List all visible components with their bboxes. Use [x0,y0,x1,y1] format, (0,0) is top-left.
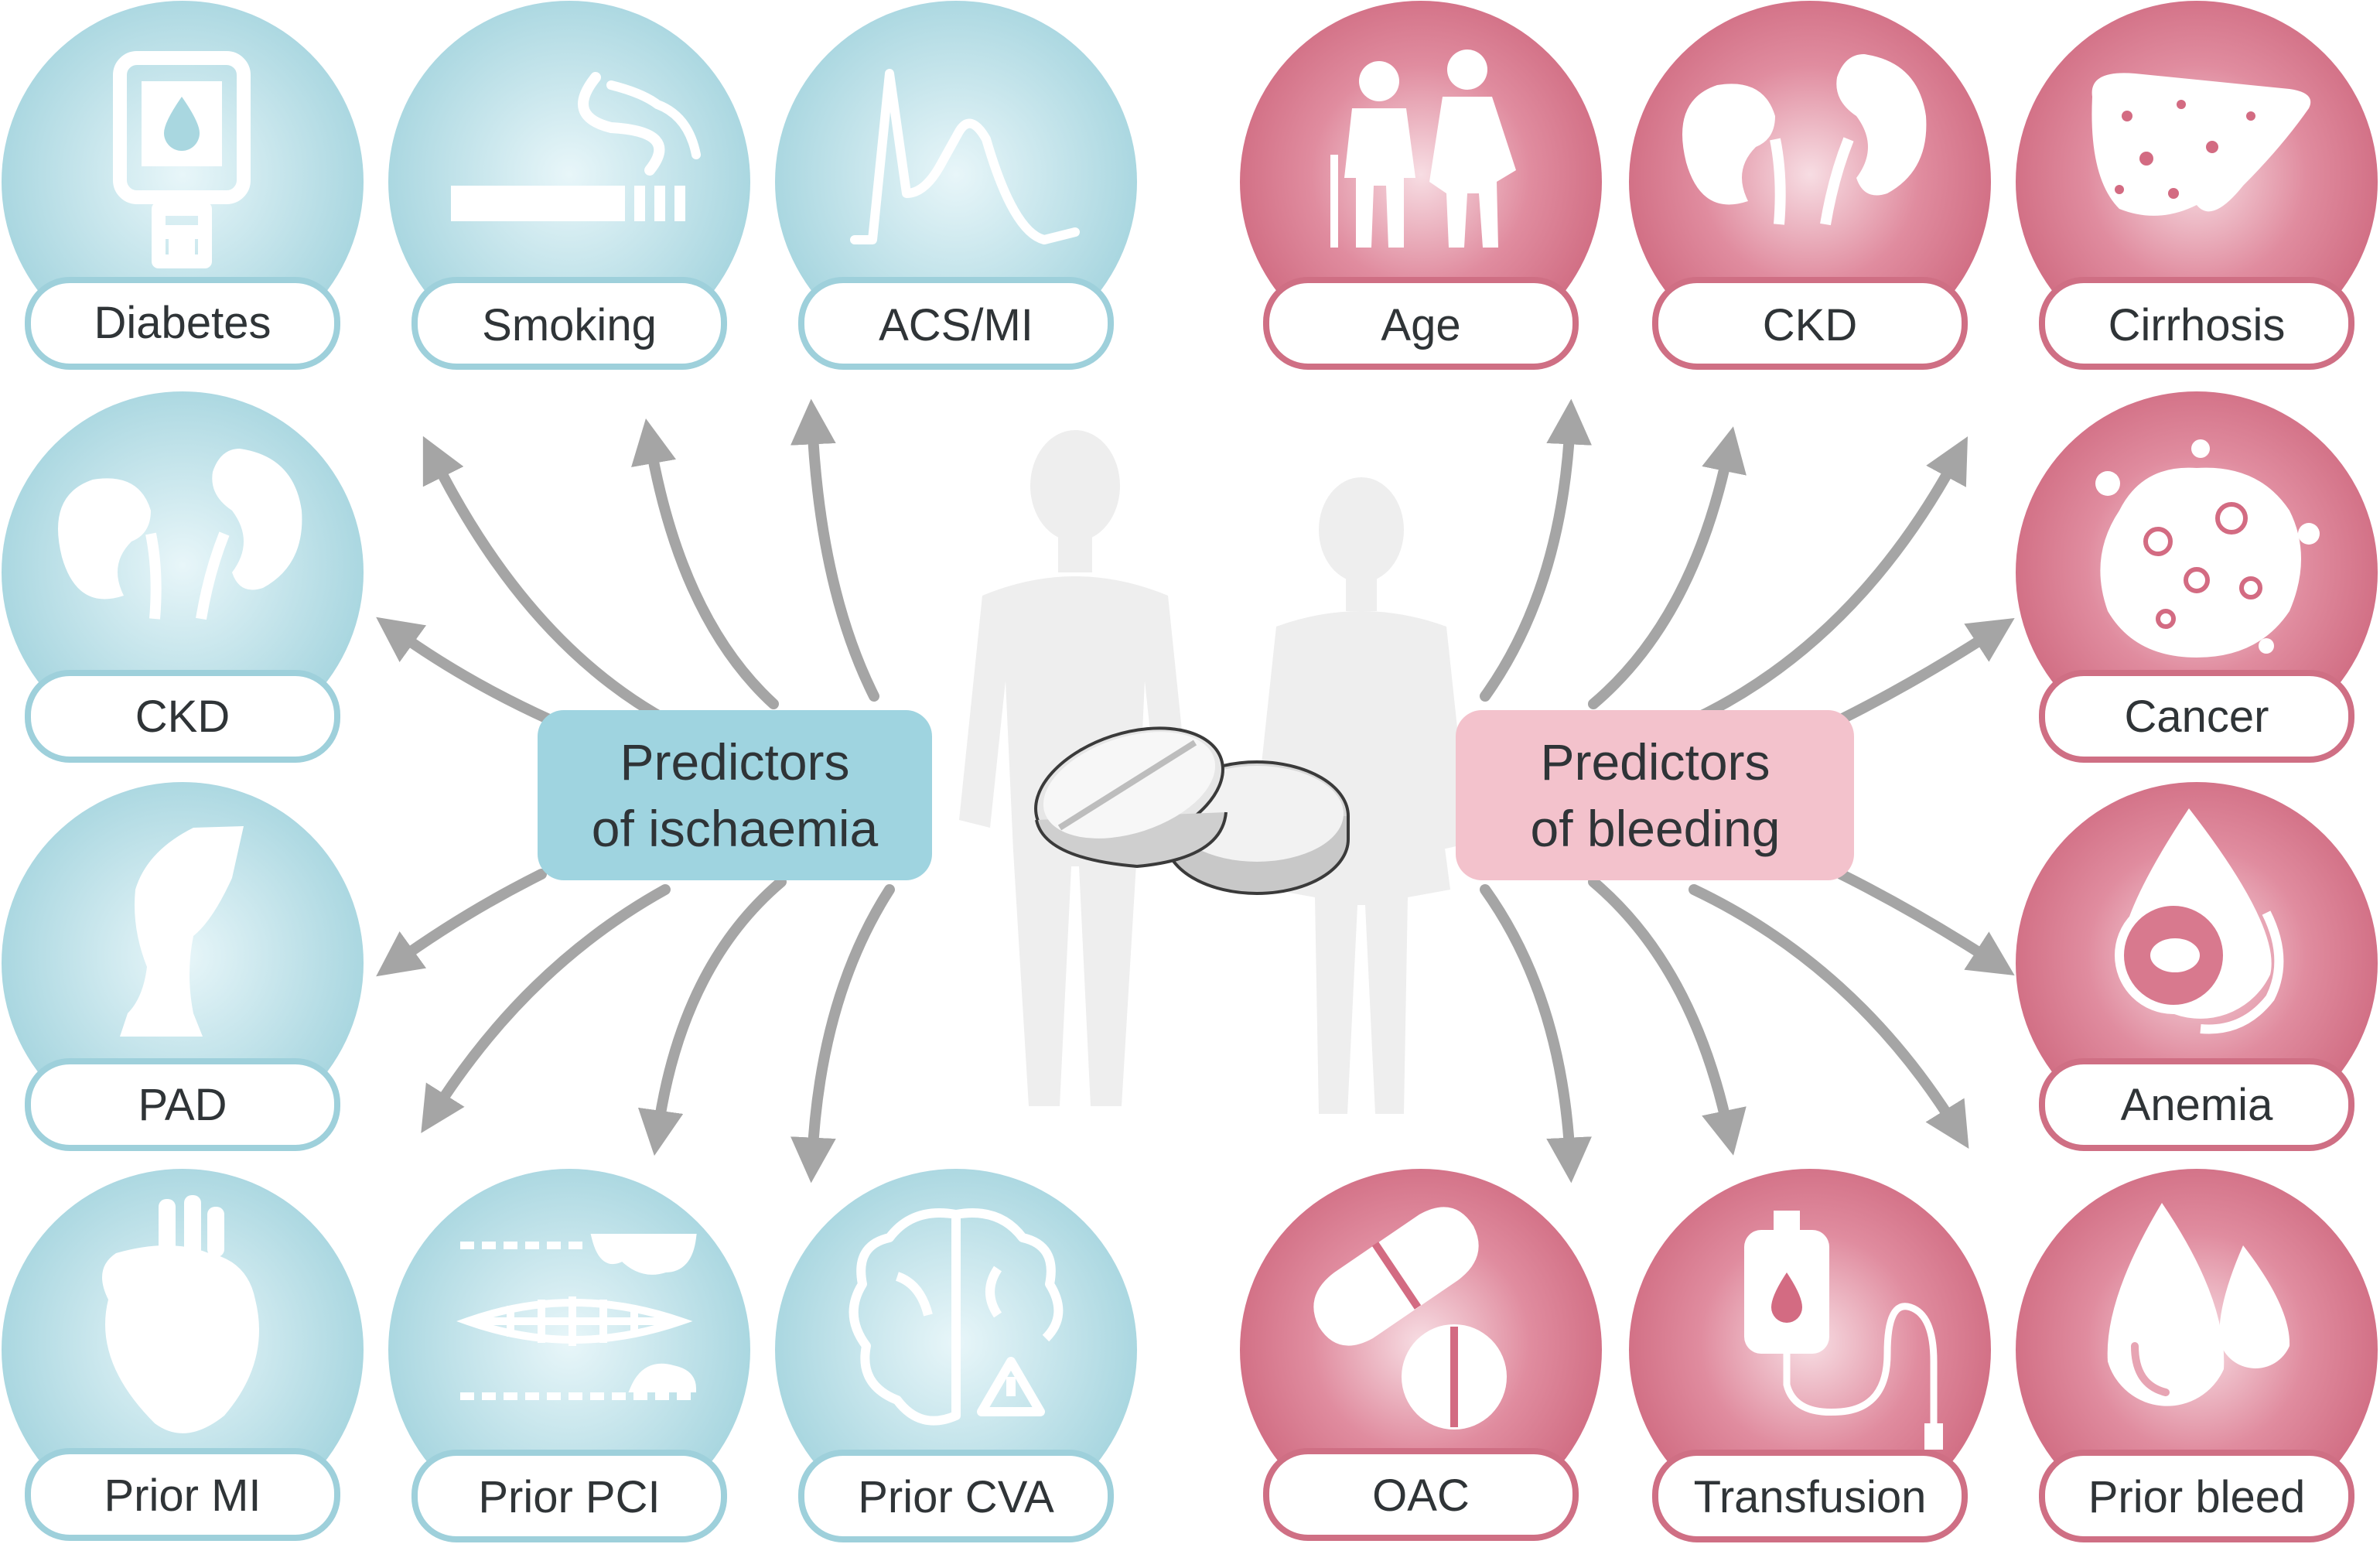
arrow-to-prior-cva [790,884,895,1184]
arrow-to-anemia [1835,869,2015,976]
blood-cell-drop-icon [2115,808,2284,1034]
node-age: Age [1240,1,1602,370]
arrow-to-oac [1480,884,1592,1184]
arrow-to-prior-bleed [1689,884,1969,1149]
node-label: CKD [135,692,230,742]
node-label: Prior bleed [2088,1472,2305,1522]
node-label: CKD [1763,300,1857,350]
node-acs-mi: ACS/MI [775,1,1137,370]
node-label: Cirrhosis [2109,300,2286,350]
bleeding-hub: Predictors of bleeding [1456,710,1854,880]
arrow-to-pad [376,869,547,977]
arrow-to-prior-mi [421,884,671,1133]
node-label: PAD [138,1080,227,1130]
node-label: Anemia [2121,1080,2273,1130]
stent-icon [456,1234,697,1400]
node-label: Age [1381,300,1460,350]
arrow-to-ckd-ischaemia [376,617,555,725]
heart-icon [102,1195,259,1433]
arrow-to-acs-mi [790,398,879,702]
arrow-to-age [1480,398,1592,702]
ischaemia-arrows [376,398,895,1184]
arrow-to-prior-pci [637,876,787,1156]
glucose-meter-icon [113,51,251,268]
node-prior-cva: Prior CVA [775,1169,1137,1542]
node-pad: PAD [2,782,364,1151]
ischaemia-hub-line-2: of ischaemia [592,800,879,857]
node-label: ACS/MI [879,300,1033,350]
elderly-couple-icon [1330,50,1516,248]
node-ckd-ischaemia: CKD [2,391,364,763]
kidneys-icon [1682,54,1927,226]
transfusion-bag-icon [1744,1211,1943,1450]
brain-warning-icon [849,1208,1064,1426]
pills-icon [1313,1207,1507,1430]
tumor-cell-icon [2095,439,2320,658]
node-label: Transfusion [1694,1472,1927,1522]
ecg-wave-icon [850,69,1080,244]
bleeding-hub-line-2: of bleeding [1531,800,1781,857]
node-label: OAC [1372,1471,1470,1521]
node-ckd-bleeding: CKD [1629,1,1991,370]
arrow-to-cirrhosis [1689,436,1969,725]
ischaemia-hub: Predictors of ischaemia [538,710,932,880]
node-cirrhosis: Cirrhosis [2016,1,2378,370]
node-label: Smoking [482,300,657,350]
bleeding-arrows [1480,398,2015,1184]
leg-icon [120,826,244,1037]
node-transfusion: Transfusion [1629,1169,1991,1542]
blood-drops-icon [2107,1203,2290,1406]
cigarette-icon [451,72,701,221]
node-oac: OAC [1240,1169,1602,1541]
node-prior-bleed: Prior bleed [2016,1169,2378,1542]
bleeding-hub-line-1: Predictors [1540,733,1770,791]
node-label: Cancer [2125,692,2269,742]
arrow-to-cancer [1835,617,2015,725]
node-label: Prior CVA [858,1472,1054,1522]
ischaemia-hub-line-1: Predictors [620,733,849,791]
arrow-to-smoking [631,418,779,709]
node-label: Diabetes [94,298,271,348]
node-diabetes: Diabetes [2,1,364,370]
arrow-to-diabetes [422,436,671,725]
node-prior-mi: Prior MI [2,1169,364,1541]
node-prior-pci: Prior PCI [388,1169,750,1542]
arrow-to-ckd-bleeding [1588,426,1747,709]
kidneys-icon [58,449,302,620]
node-smoking: Smoking [388,1,750,370]
node-label: Prior PCI [478,1472,660,1522]
tablets-icon [1034,726,1350,895]
liver-icon [2091,73,2311,216]
node-cancer: Cancer [2016,391,2378,763]
node-label: Prior MI [104,1471,261,1521]
arrow-to-transfusion [1588,876,1747,1156]
node-anemia: Anemia [2016,782,2378,1151]
